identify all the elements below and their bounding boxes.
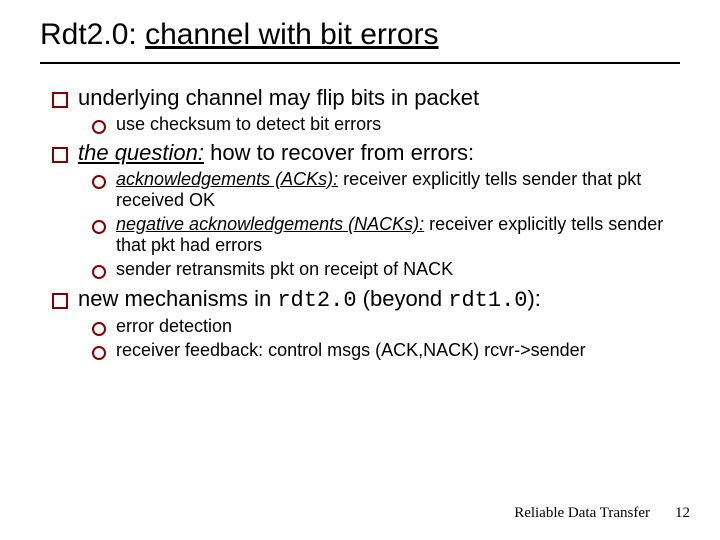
- bullet-text: negative acknowledgements (NACKs): recei…: [116, 214, 682, 257]
- slide-title: Rdt2.0: channel with bit errors: [40, 18, 439, 52]
- circle-bullet-icon: [92, 175, 106, 189]
- circle-bullet-icon: [92, 220, 106, 234]
- slide: Rdt2.0: channel with bit errors underlyi…: [0, 0, 720, 540]
- bullet-level2: error detection: [92, 316, 682, 338]
- plain-text: new mechanisms in: [78, 286, 277, 311]
- square-bullet-icon: [52, 293, 68, 309]
- bullet-text: error detection: [116, 316, 232, 338]
- bullet-text: acknowledgements (ACKs): receiver explic…: [116, 169, 682, 212]
- bullet-level2: acknowledgements (ACKs): receiver explic…: [92, 169, 682, 212]
- emph-text: negative acknowledgements (NACKs):: [116, 214, 424, 234]
- square-bullet-icon: [52, 92, 68, 108]
- bullet-level2: use checksum to detect bit errors: [92, 114, 682, 136]
- title-underlined: channel with bit errors: [145, 18, 438, 51]
- title-rule: [40, 62, 680, 64]
- circle-bullet-icon: [92, 346, 106, 360]
- plain-text: (beyond: [357, 286, 449, 311]
- slide-body: underlying channel may flip bits in pack…: [52, 80, 682, 363]
- bullet-text: sender retransmits pkt on receipt of NAC…: [116, 259, 453, 281]
- bullet-level1: new mechanisms in rdt2.0 (beyond rdt1.0)…: [52, 285, 682, 315]
- footer-page-number: 12: [675, 505, 690, 522]
- code-text: rdt1.0: [448, 288, 527, 313]
- title-plain: Rdt2.0:: [40, 18, 145, 51]
- bullet-level1: the question: how to recover from errors…: [52, 139, 682, 167]
- bullet-text: use checksum to detect bit errors: [116, 114, 381, 136]
- circle-bullet-icon: [92, 322, 106, 336]
- bullet-level2: sender retransmits pkt on receipt of NAC…: [92, 259, 682, 281]
- emph-text: the question:: [78, 140, 204, 165]
- circle-bullet-icon: [92, 120, 106, 134]
- emph-text: acknowledgements (ACKs):: [116, 169, 338, 189]
- code-text: rdt2.0: [277, 288, 356, 313]
- bullet-text: new mechanisms in rdt2.0 (beyond rdt1.0)…: [78, 285, 541, 315]
- footer-label: Reliable Data Transfer: [514, 505, 650, 522]
- bullet-level2: negative acknowledgements (NACKs): recei…: [92, 214, 682, 257]
- square-bullet-icon: [52, 147, 68, 163]
- plain-text: ):: [527, 286, 540, 311]
- circle-bullet-icon: [92, 265, 106, 279]
- plain-text: how to recover from errors:: [204, 140, 474, 165]
- bullet-text: underlying channel may flip bits in pack…: [78, 84, 479, 112]
- bullet-text: the question: how to recover from errors…: [78, 139, 474, 167]
- bullet-text: receiver feedback: control msgs (ACK,NAC…: [116, 340, 586, 362]
- bullet-level1: underlying channel may flip bits in pack…: [52, 84, 682, 112]
- bullet-level2: receiver feedback: control msgs (ACK,NAC…: [92, 340, 682, 362]
